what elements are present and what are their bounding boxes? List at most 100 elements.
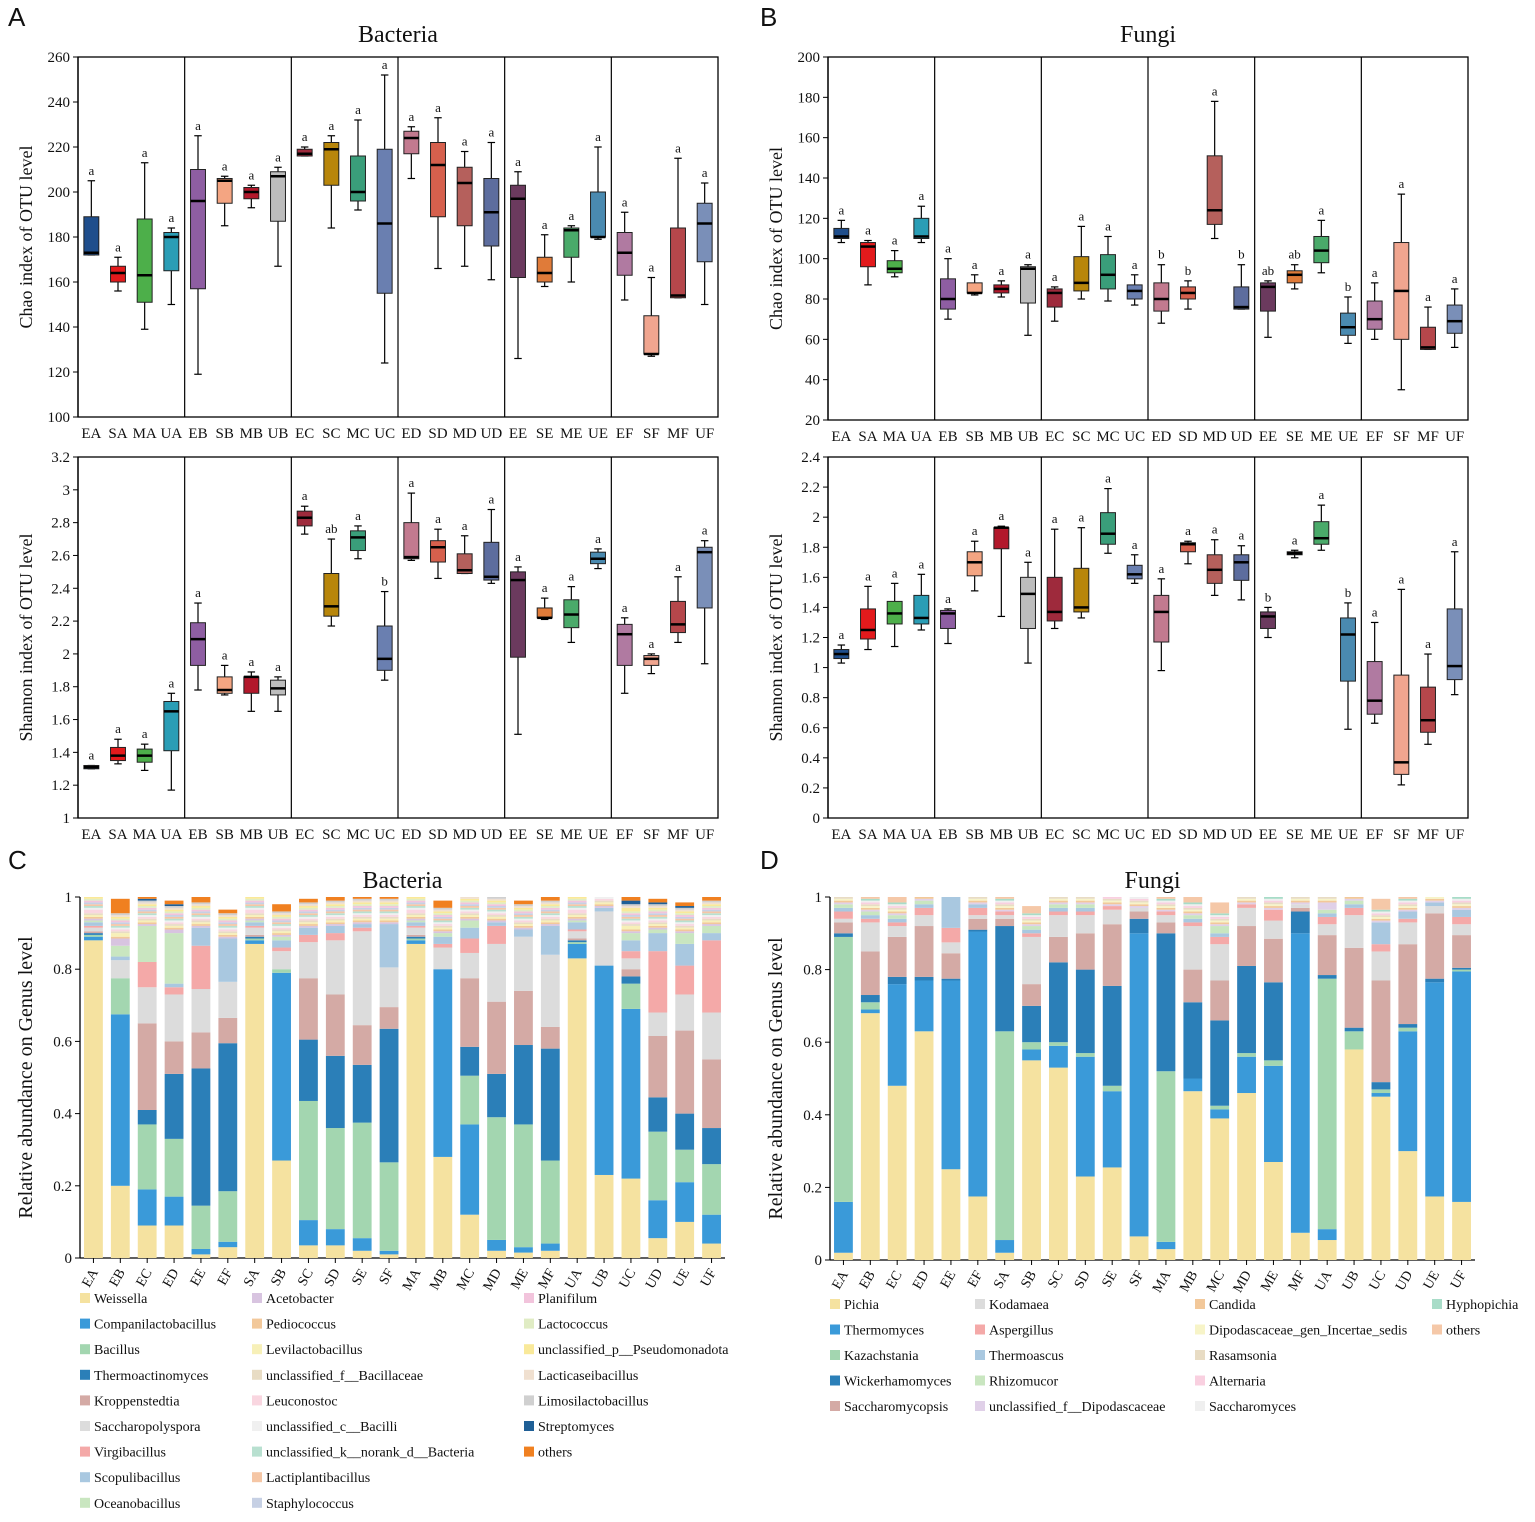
x-tick-label: ME bbox=[508, 1267, 531, 1293]
bar-segment-UB-Saccharomycopsis bbox=[1344, 947, 1364, 1028]
legend-label: unclassified_f__Dipodascaceae bbox=[989, 1400, 1165, 1415]
x-tick-label: UD bbox=[643, 1267, 666, 1292]
significance-letter: a bbox=[1292, 532, 1298, 547]
bar-segment-EB-unclassified_f__Dipodascaceae bbox=[860, 909, 880, 912]
significance-letter: a bbox=[222, 647, 228, 662]
x-tick-label: SF bbox=[643, 827, 660, 843]
bar-segment-MC-Thermoactinomyces bbox=[460, 1046, 480, 1076]
significance-letter: a bbox=[275, 659, 281, 674]
significance-letter: a bbox=[355, 102, 361, 117]
bar-segment-UD-Scopulibacillus bbox=[648, 933, 668, 952]
significance-letter: a bbox=[648, 636, 654, 651]
x-tick-label: EF bbox=[616, 426, 634, 442]
significance-letter: a bbox=[142, 145, 148, 160]
box-UE bbox=[590, 191, 606, 238]
significance-letter: a bbox=[515, 154, 521, 169]
x-tick-label: MF bbox=[667, 827, 689, 843]
bar-segment-UD-Thermoactinomyces bbox=[648, 1097, 668, 1132]
bar-segment-SB-Pichia bbox=[1022, 1060, 1041, 1260]
significance-letter: a bbox=[515, 549, 521, 564]
bar-segment-UD-unclassified_c__Bacilli bbox=[648, 918, 668, 921]
bar-segment-UB-Pichia bbox=[1344, 1049, 1364, 1260]
box-SE bbox=[536, 607, 553, 619]
bar-segment-MC-Acetobacter bbox=[460, 918, 480, 921]
y-tick-label: 180 bbox=[48, 230, 71, 246]
bar-segment-MC-Saccharomyces bbox=[1210, 915, 1230, 917]
bar-segment-MB-Companilactobacillus bbox=[433, 969, 453, 1157]
bar-segment-SD-Dipodascaceae_gen_Incertae_sedis bbox=[1075, 898, 1095, 901]
x-tick-label: ME bbox=[1310, 429, 1333, 445]
bar-segment-EB-Planifilum bbox=[110, 920, 130, 923]
bar-segment-MC-Aspergillus bbox=[1210, 936, 1230, 945]
bar-segment-EC-unclassified_f__Bacillaceae bbox=[137, 918, 157, 921]
x-tick-label: SB bbox=[965, 827, 983, 843]
box-ED bbox=[1153, 282, 1170, 312]
x-tick-label: EC bbox=[884, 1269, 906, 1292]
bar-segment-UF-others bbox=[702, 897, 721, 901]
bar-segment-EE-Virgibacillus bbox=[191, 945, 211, 990]
x-tick-label: MF bbox=[1286, 1268, 1309, 1293]
bar-segment-SB-Rhizomucor bbox=[1022, 926, 1041, 930]
bar-segment-MC-Thermoascus bbox=[1210, 933, 1230, 937]
bar-segment-SA-Candida bbox=[995, 907, 1015, 910]
x-tick-label: SE bbox=[536, 827, 554, 843]
y-tick-label: 0.2 bbox=[801, 781, 820, 797]
bar-segment-EA-Bacillus bbox=[84, 934, 103, 937]
bar-segment-UC-Saccharomyces bbox=[1371, 911, 1391, 914]
bar-segment-SC-Kroppenstedtia bbox=[299, 978, 318, 1040]
bar-segment-EE-Kodamaea bbox=[941, 942, 961, 954]
bar-segment-UE-others bbox=[675, 902, 695, 907]
bar-segment-EB-Thermomyces bbox=[860, 1009, 880, 1014]
x-tick-label: UF bbox=[695, 827, 714, 843]
x-tick-label: EF bbox=[616, 827, 634, 843]
x-tick-label: EF bbox=[1366, 429, 1384, 445]
bar-segment-MC-Candida bbox=[1210, 922, 1230, 925]
significance-letter: a bbox=[168, 210, 174, 225]
bar-segment-UB-Rhizomucor bbox=[1344, 900, 1364, 905]
box-MA bbox=[136, 218, 153, 303]
bar-segment-ME-Pichia bbox=[1264, 1161, 1283, 1260]
bar-segment-UE-Staphylococcus bbox=[675, 916, 695, 919]
bar-segment-SC-Thermoascus bbox=[1049, 907, 1068, 912]
bar-segment-EB-Kazachstania bbox=[860, 1002, 880, 1010]
legend-label: Kazachstania bbox=[844, 1349, 919, 1364]
bar-segment-SA-Virgibacillus bbox=[245, 925, 265, 928]
x-tick-label: UA bbox=[910, 429, 932, 445]
legend-label: Scopulibacillus bbox=[94, 1471, 180, 1486]
bar-segment-SC-Saccharomycopsis bbox=[1049, 936, 1068, 963]
bar-segment-SD-others bbox=[325, 897, 345, 901]
bar-segment-UD-Planifilum bbox=[648, 911, 668, 914]
bar-segment-UC-Rasamsonia bbox=[1371, 915, 1391, 917]
bar-segment-EC-Saccharopolyspora bbox=[137, 987, 157, 1024]
bar-segment-MD-Lacticaseibacillus bbox=[487, 898, 506, 901]
bar-segment-SD-Lacticaseibacillus bbox=[325, 902, 345, 905]
bar-segment-UE-Thermomyces bbox=[1425, 982, 1445, 1197]
significance-letter: a bbox=[892, 565, 898, 580]
x-tick-label: EC bbox=[295, 827, 314, 843]
bar-segment-EC-Lactococcus bbox=[137, 906, 157, 908]
bar-segment-SA-others bbox=[995, 897, 1015, 899]
bar-segment-MD-Levilactobacillus bbox=[487, 916, 506, 919]
legend-swatch bbox=[975, 1401, 985, 1411]
bar-segment-SD-Virgibacillus bbox=[325, 933, 345, 941]
bar-segment-UD-Rasamsonia bbox=[1398, 904, 1418, 907]
bar-segment-MD-Kroppenstedtia bbox=[487, 1001, 506, 1074]
bar-segment-MB-Leuconostoc bbox=[433, 924, 453, 926]
bar-segment-MA-Saccharomycopsis bbox=[1156, 922, 1176, 934]
x-tick-label: SD bbox=[1178, 827, 1197, 843]
significance-letter: a bbox=[1425, 636, 1431, 651]
x-tick-label: SB bbox=[1018, 1269, 1040, 1291]
bar-segment-ME-others bbox=[514, 900, 533, 905]
y-axis-label: Relative abundance on Genus level bbox=[15, 936, 37, 1219]
bar-segment-UC-Candida bbox=[1371, 918, 1391, 921]
bar-segment-MF-unclassified_k__norank_d__Bacteria bbox=[540, 913, 560, 916]
bar-segment-MA-Thermoactinomyces bbox=[406, 936, 426, 939]
legend-label: Alternaria bbox=[1209, 1375, 1267, 1390]
x-tick-label: ED bbox=[1151, 429, 1171, 445]
x-tick-label: MA bbox=[883, 827, 907, 843]
significance-letter: a bbox=[675, 559, 681, 574]
legend-swatch bbox=[252, 1293, 262, 1303]
bar-segment-SC-Wickerhamomyces bbox=[1049, 962, 1068, 1043]
bar-segment-EC-others bbox=[137, 897, 157, 899]
bar-segment-ED-Lactiplantibacillus bbox=[164, 916, 184, 919]
